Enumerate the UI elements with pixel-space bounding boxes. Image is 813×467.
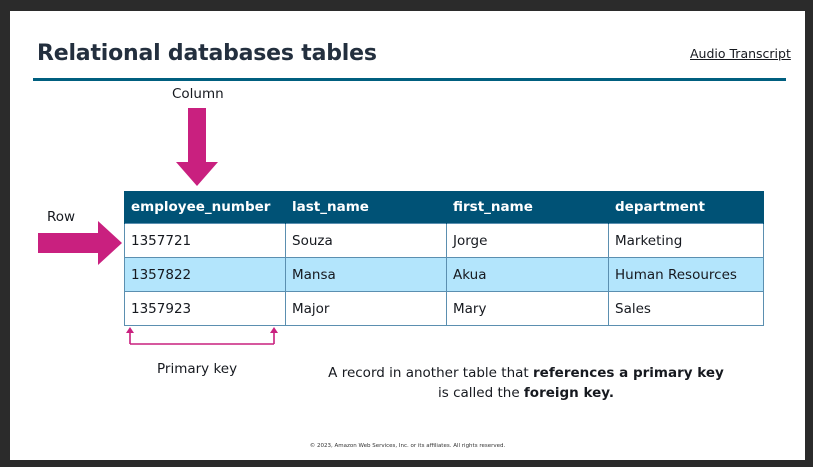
note-text: is called the bbox=[438, 385, 524, 401]
table-cell: 1357822 bbox=[124, 257, 286, 292]
table-cell: Human Resources bbox=[608, 257, 764, 292]
table-row: 1357923 Major Mary Sales bbox=[124, 291, 764, 326]
table-cell: 1357721 bbox=[124, 223, 286, 258]
column-header: department bbox=[608, 191, 764, 224]
table-cell: Jorge bbox=[446, 223, 609, 258]
column-header: first_name bbox=[446, 191, 609, 224]
column-header: last_name bbox=[285, 191, 447, 224]
table-row-highlighted: 1357822 Mansa Akua Human Resources bbox=[124, 257, 764, 292]
table-cell: Major bbox=[285, 291, 447, 326]
table-cell: Akua bbox=[446, 257, 609, 292]
primary-key-bracket-icon bbox=[126, 327, 278, 345]
table-cell: Souza bbox=[285, 223, 447, 258]
note-text: A record in another table that bbox=[328, 365, 533, 381]
audio-transcript-link[interactable]: Audio Transcript bbox=[690, 46, 791, 61]
column-label: Column bbox=[172, 86, 224, 102]
slide-title: Relational databases tables bbox=[37, 41, 377, 66]
slide: Relational databases tables Audio Transc… bbox=[10, 11, 805, 460]
table-cell: Sales bbox=[608, 291, 764, 326]
table-header-row: employee_number last_name first_name dep… bbox=[124, 191, 764, 224]
table-cell: Mansa bbox=[285, 257, 447, 292]
note-bold-text: references a primary key bbox=[533, 365, 724, 381]
employee-table: employee_number last_name first_name dep… bbox=[124, 191, 764, 326]
note-bold-text: foreign key. bbox=[523, 385, 614, 401]
copyright-footer: © 2023, Amazon Web Services, Inc. or its… bbox=[309, 443, 506, 449]
table-cell: 1357923 bbox=[124, 291, 286, 326]
table-cell: Marketing bbox=[608, 223, 764, 258]
row-arrow-icon bbox=[38, 221, 122, 265]
primary-key-label: Primary key bbox=[157, 361, 238, 377]
table-row: 1357721 Souza Jorge Marketing bbox=[124, 223, 764, 258]
table-cell: Mary bbox=[446, 291, 609, 326]
foreign-key-note: A record in another table that reference… bbox=[326, 363, 726, 403]
column-arrow-icon bbox=[176, 108, 218, 186]
row-label: Row bbox=[47, 209, 76, 225]
column-header: employee_number bbox=[124, 191, 286, 224]
title-divider bbox=[33, 78, 786, 81]
